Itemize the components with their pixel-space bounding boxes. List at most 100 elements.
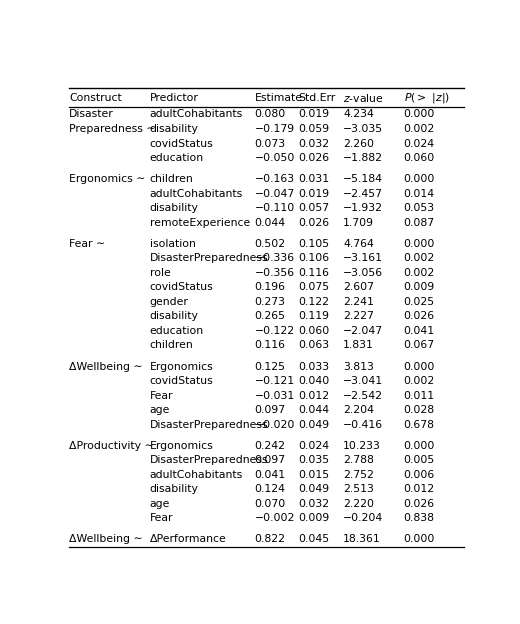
Text: Std.Err: Std.Err — [298, 93, 336, 103]
Text: Disaster: Disaster — [69, 109, 114, 119]
Text: remoteExperience: remoteExperience — [150, 218, 250, 228]
Text: DisasterPreparedness: DisasterPreparedness — [150, 420, 268, 430]
Text: $P(>\ |z|)$: $P(>\ |z|)$ — [404, 90, 449, 105]
Text: 0.031: 0.031 — [298, 174, 330, 184]
Text: 2.204: 2.204 — [343, 405, 374, 415]
Text: 1.831: 1.831 — [343, 341, 374, 351]
Text: 0.015: 0.015 — [298, 470, 330, 480]
Text: −2.047: −2.047 — [343, 326, 383, 336]
Text: 0.273: 0.273 — [254, 297, 285, 307]
Text: 0.000: 0.000 — [404, 361, 435, 371]
Text: 0.012: 0.012 — [404, 484, 435, 494]
Text: 0.014: 0.014 — [404, 188, 435, 198]
Text: 0.032: 0.032 — [298, 499, 330, 509]
Text: −1.882: −1.882 — [343, 153, 383, 163]
Text: Predictor: Predictor — [150, 93, 199, 103]
Text: 0.000: 0.000 — [404, 109, 435, 119]
Text: 0.060: 0.060 — [298, 326, 330, 336]
Text: children: children — [150, 341, 193, 351]
Text: 0.002: 0.002 — [404, 124, 435, 134]
Text: 0.196: 0.196 — [254, 283, 285, 293]
Text: covidStatus: covidStatus — [150, 283, 213, 293]
Text: 3.813: 3.813 — [343, 361, 374, 371]
Text: 0.024: 0.024 — [298, 441, 330, 451]
Text: Fear: Fear — [150, 514, 173, 524]
Text: −0.356: −0.356 — [254, 268, 294, 278]
Text: −0.416: −0.416 — [343, 420, 383, 430]
Text: Ergonomics ∼: Ergonomics ∼ — [69, 174, 146, 184]
Text: 0.122: 0.122 — [298, 297, 330, 307]
Text: disability: disability — [150, 484, 199, 494]
Text: −0.047: −0.047 — [254, 188, 295, 198]
Text: gender: gender — [150, 297, 189, 307]
Text: −0.204: −0.204 — [343, 514, 383, 524]
Text: 2.260: 2.260 — [343, 139, 374, 149]
Text: 0.116: 0.116 — [298, 268, 330, 278]
Text: 0.026: 0.026 — [298, 218, 330, 228]
Text: 0.075: 0.075 — [298, 283, 330, 293]
Text: −0.336: −0.336 — [254, 253, 294, 263]
Text: 4.764: 4.764 — [343, 239, 374, 249]
Text: DisasterPreparedness: DisasterPreparedness — [150, 253, 268, 263]
Text: −0.179: −0.179 — [254, 124, 294, 134]
Text: 0.025: 0.025 — [404, 297, 435, 307]
Text: 4.234: 4.234 — [343, 109, 374, 119]
Text: children: children — [150, 174, 193, 184]
Text: disability: disability — [150, 311, 199, 321]
Text: 0.822: 0.822 — [254, 534, 285, 545]
Text: 0.097: 0.097 — [254, 405, 285, 415]
Text: adultCohabitants: adultCohabitants — [150, 188, 243, 198]
Text: 0.005: 0.005 — [404, 456, 435, 466]
Text: 2.513: 2.513 — [343, 484, 374, 494]
Text: 0.060: 0.060 — [404, 153, 435, 163]
Text: 10.233: 10.233 — [343, 441, 381, 451]
Text: 0.035: 0.035 — [298, 456, 330, 466]
Text: 0.019: 0.019 — [298, 109, 330, 119]
Text: −0.050: −0.050 — [254, 153, 295, 163]
Text: 0.002: 0.002 — [404, 253, 435, 263]
Text: education: education — [150, 153, 204, 163]
Text: 0.044: 0.044 — [254, 218, 285, 228]
Text: 1.709: 1.709 — [343, 218, 374, 228]
Text: covidStatus: covidStatus — [150, 376, 213, 386]
Text: Preparedness ∼: Preparedness ∼ — [69, 124, 155, 134]
Text: 18.361: 18.361 — [343, 534, 381, 545]
Text: 0.070: 0.070 — [254, 499, 285, 509]
Text: Fear ∼: Fear ∼ — [69, 239, 105, 249]
Text: 0.059: 0.059 — [298, 124, 330, 134]
Text: 0.002: 0.002 — [404, 268, 435, 278]
Text: 0.009: 0.009 — [298, 514, 330, 524]
Text: 0.000: 0.000 — [404, 174, 435, 184]
Text: −2.542: −2.542 — [343, 391, 383, 401]
Text: 2.227: 2.227 — [343, 311, 374, 321]
Text: 0.106: 0.106 — [298, 253, 330, 263]
Text: 0.009: 0.009 — [404, 283, 435, 293]
Text: −0.002: −0.002 — [254, 514, 295, 524]
Text: 0.019: 0.019 — [298, 188, 330, 198]
Text: 0.265: 0.265 — [254, 311, 285, 321]
Text: 2.788: 2.788 — [343, 456, 374, 466]
Text: −0.020: −0.020 — [254, 420, 295, 430]
Text: ΔPerformance: ΔPerformance — [150, 534, 226, 545]
Text: ΔProductivity ∼: ΔProductivity ∼ — [69, 441, 153, 451]
Text: Ergonomics: Ergonomics — [150, 361, 213, 371]
Text: 0.024: 0.024 — [404, 139, 435, 149]
Text: ΔWellbeing ∼: ΔWellbeing ∼ — [69, 534, 142, 545]
Text: −0.163: −0.163 — [254, 174, 294, 184]
Text: 2.241: 2.241 — [343, 297, 374, 307]
Text: 0.049: 0.049 — [298, 484, 330, 494]
Text: 0.080: 0.080 — [254, 109, 285, 119]
Text: 0.073: 0.073 — [254, 139, 285, 149]
Text: adultCohabitants: adultCohabitants — [150, 109, 243, 119]
Text: 2.752: 2.752 — [343, 470, 374, 480]
Text: −3.161: −3.161 — [343, 253, 383, 263]
Text: adultCohabitants: adultCohabitants — [150, 470, 243, 480]
Text: 0.000: 0.000 — [404, 441, 435, 451]
Text: 0.053: 0.053 — [404, 203, 435, 213]
Text: 0.012: 0.012 — [298, 391, 330, 401]
Text: Construct: Construct — [69, 93, 122, 103]
Text: 0.000: 0.000 — [404, 534, 435, 545]
Text: disability: disability — [150, 124, 199, 134]
Text: 0.032: 0.032 — [298, 139, 330, 149]
Text: 0.006: 0.006 — [404, 470, 435, 480]
